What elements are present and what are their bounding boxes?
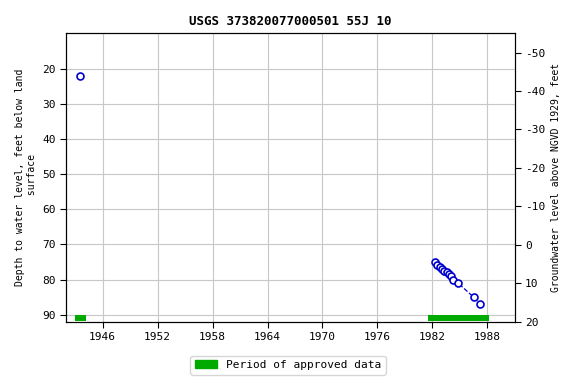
- Y-axis label: Depth to water level, feet below land
 surface: Depth to water level, feet below land su…: [15, 69, 37, 286]
- Legend: Period of approved data: Period of approved data: [191, 356, 385, 375]
- Title: USGS 373820077000501 55J 10: USGS 373820077000501 55J 10: [189, 15, 392, 28]
- Bar: [428, 315, 489, 321]
- Y-axis label: Groundwater level above NGVD 1929, feet: Groundwater level above NGVD 1929, feet: [551, 63, 561, 292]
- Bar: [75, 315, 86, 321]
